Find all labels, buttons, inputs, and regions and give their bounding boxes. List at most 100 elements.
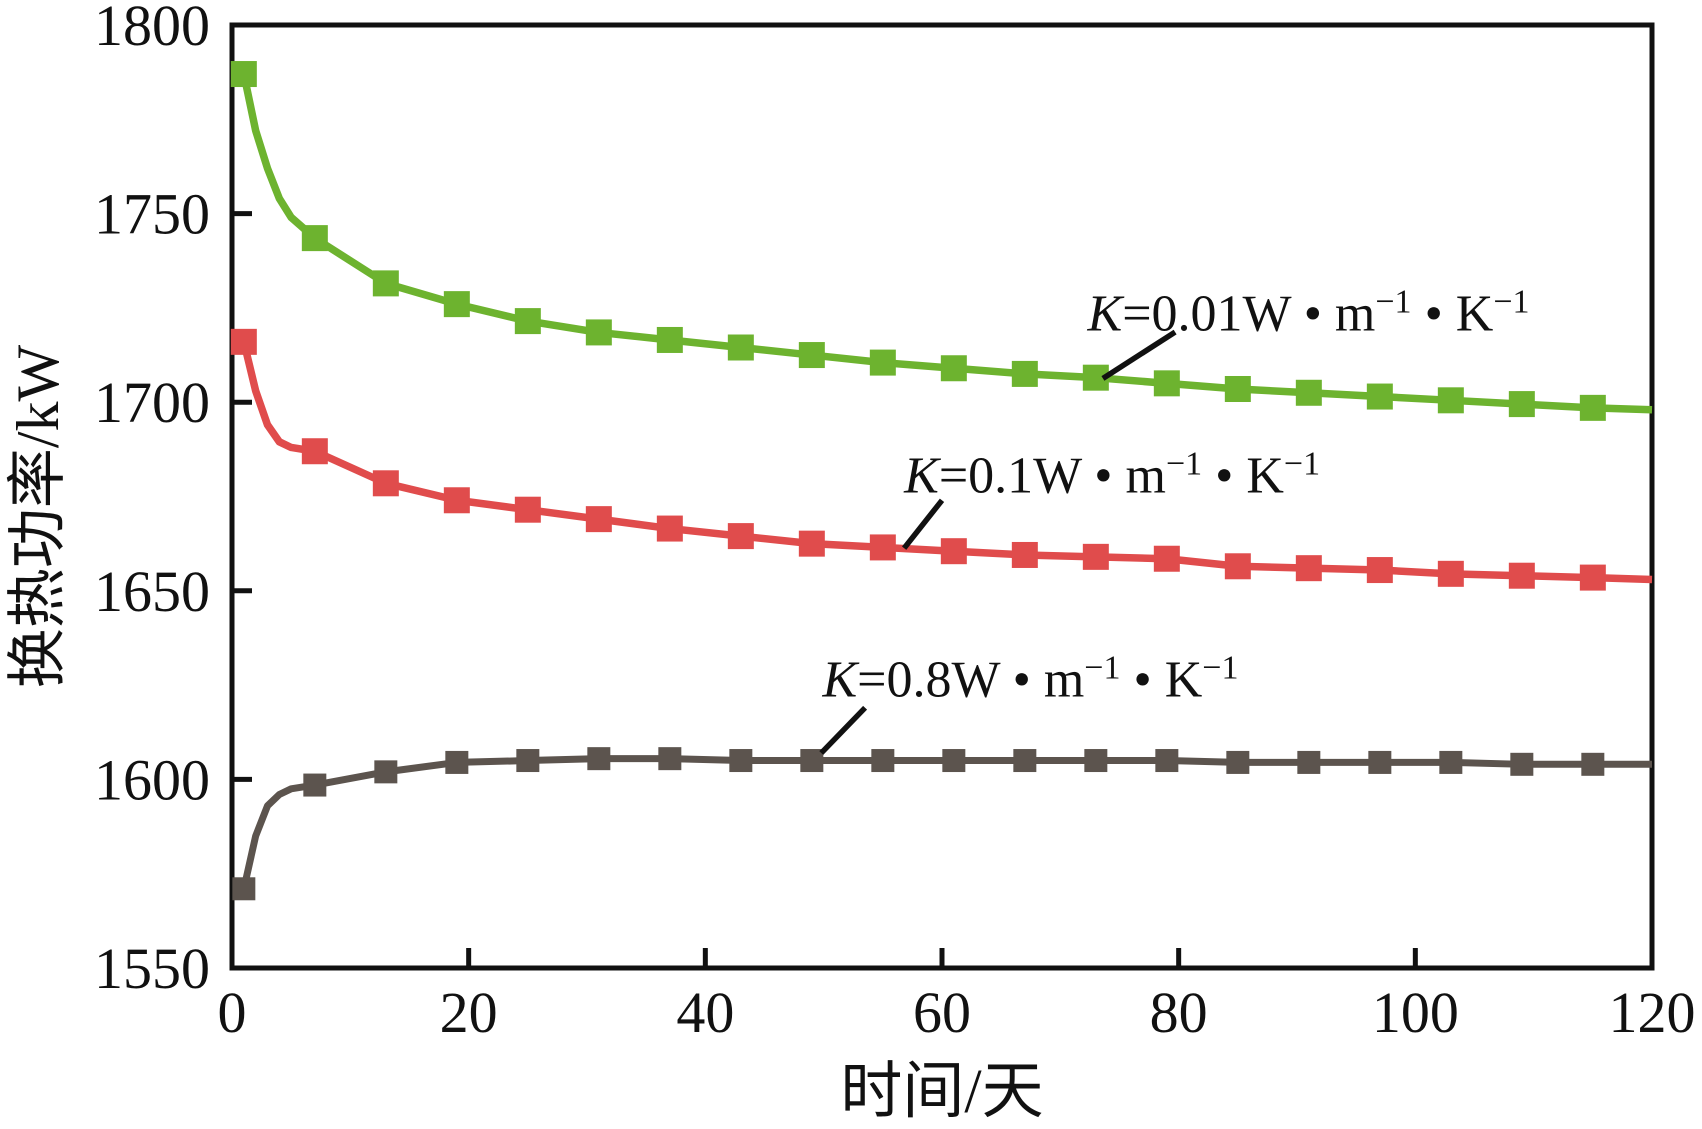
x-tick-label: 60 xyxy=(913,980,971,1045)
annotation-text-part: −1 xyxy=(1084,649,1120,686)
series-marker-k-0.8 xyxy=(1297,750,1321,774)
x-tick-label: 100 xyxy=(1372,980,1459,1045)
series-marker-k-0.01 xyxy=(1366,383,1393,410)
series-marker-k-0.01 xyxy=(1224,375,1251,402)
annotation-text-part: • xyxy=(1120,651,1164,708)
annotation-text-part: K xyxy=(1246,448,1284,505)
series-marker-k-0.01 xyxy=(656,326,683,353)
annotation-text-part: m xyxy=(1126,448,1166,505)
series-marker-k-0.8 xyxy=(1013,749,1037,773)
series-marker-k-0.01 xyxy=(1153,370,1180,397)
series-marker-k-0.8 xyxy=(232,877,256,901)
annotation-text-part: K xyxy=(1165,651,1203,708)
annotation-k-0.8: K=0.8W • m−1 • K−1 xyxy=(819,649,1238,755)
series-marker-k-0.1 xyxy=(301,438,328,465)
y-tick-label: 1550 xyxy=(94,936,210,1001)
series-k-0.8 xyxy=(232,747,1652,901)
series-marker-k-0.01 xyxy=(1437,387,1464,414)
series-marker-k-0.1 xyxy=(1508,562,1535,589)
series-marker-k-0.1 xyxy=(940,538,967,565)
x-tick-label: 80 xyxy=(1150,980,1208,1045)
series-marker-k-0.01 xyxy=(514,308,541,335)
series-marker-k-0.1 xyxy=(230,328,257,355)
annotation-text-part: K xyxy=(1456,286,1494,343)
series-marker-k-0.8 xyxy=(800,749,824,773)
series-k-0.01 xyxy=(230,61,1653,421)
series-marker-k-0.01 xyxy=(798,342,825,369)
annotation-leader-k-0.01 xyxy=(1101,329,1177,381)
annotation-text-part: m xyxy=(1044,651,1084,708)
series-marker-k-0.8 xyxy=(1155,749,1179,773)
series-marker-k-0.8 xyxy=(303,773,327,797)
x-axis-title: 时间/天 xyxy=(840,1058,1043,1126)
annotation-leader-k-0.8 xyxy=(819,705,868,755)
annotation-text-part: • xyxy=(1000,651,1044,708)
annotation-text-part: −1 xyxy=(1375,284,1411,321)
series-marker-k-0.01 xyxy=(727,334,754,361)
series-marker-k-0.01 xyxy=(230,61,257,88)
series-marker-k-0.1 xyxy=(372,470,399,497)
y-tick-label: 1800 xyxy=(94,0,210,58)
series-marker-k-0.1 xyxy=(798,530,825,557)
annotation-text-part: • xyxy=(1412,286,1456,343)
series-marker-k-0.8 xyxy=(1510,752,1534,776)
annotation-label-k-0.01: K=0.01W • m−1 • K−1 xyxy=(1087,284,1530,343)
x-tick-label: 20 xyxy=(440,980,498,1045)
annotation-text-part: • xyxy=(1081,448,1125,505)
series-marker-k-0.1 xyxy=(514,496,541,523)
y-tick-label: 1750 xyxy=(94,182,210,247)
series-marker-k-0.8 xyxy=(1439,750,1463,774)
series-marker-k-0.01 xyxy=(1011,360,1038,387)
series-marker-k-0.1 xyxy=(656,515,683,542)
series-marker-k-0.01 xyxy=(1508,391,1535,418)
annotation-text-part: =0.01W xyxy=(1122,286,1291,343)
annotation-label-k-0.8: K=0.8W • m−1 • K−1 xyxy=(821,649,1238,708)
series-marker-k-0.8 xyxy=(374,760,398,784)
series-marker-k-0.1 xyxy=(1224,553,1251,580)
x-tick-label: 0 xyxy=(218,980,247,1045)
series-marker-k-0.1 xyxy=(443,487,470,514)
annotation-text-part: • xyxy=(1202,448,1246,505)
annotation-k-0.01: K=0.01W • m−1 • K−1 xyxy=(1087,284,1530,381)
series-k-0.1 xyxy=(230,328,1653,591)
series-marker-k-0.1 xyxy=(1437,560,1464,587)
series-marker-k-0.1 xyxy=(1579,564,1606,591)
series-line-k-0.8 xyxy=(240,755,1652,890)
series-marker-k-0.8 xyxy=(1084,749,1108,773)
annotation-label-k-0.1: K=0.1W • m−1 • K−1 xyxy=(903,446,1320,505)
annotation-k-0.1: K=0.1W • m−1 • K−1 xyxy=(901,446,1320,550)
y-tick-label: 1650 xyxy=(94,559,210,624)
annotation-text-part: −1 xyxy=(1493,284,1529,321)
series-marker-k-0.01 xyxy=(869,349,896,376)
series-marker-k-0.01 xyxy=(301,225,328,252)
series-marker-k-0.1 xyxy=(1366,557,1393,584)
series-marker-k-0.8 xyxy=(658,747,682,771)
series-marker-k-0.1 xyxy=(1011,541,1038,568)
series-marker-k-0.01 xyxy=(1579,394,1606,421)
series-marker-k-0.1 xyxy=(727,523,754,550)
y-axis-title: 换热功率/kW xyxy=(5,344,71,688)
annotation-text-part: −1 xyxy=(1202,649,1238,686)
series-marker-k-0.8 xyxy=(942,749,966,773)
series-marker-k-0.01 xyxy=(372,270,399,297)
series-marker-k-0.01 xyxy=(585,319,612,346)
series-marker-k-0.1 xyxy=(1295,555,1322,582)
annotation-text-part: −1 xyxy=(1166,446,1202,483)
annotation-text-part: K xyxy=(903,448,941,505)
annotation-text-part: =0.1W xyxy=(939,448,1082,505)
series-marker-k-0.8 xyxy=(445,750,469,774)
annotation-text-part: K xyxy=(1087,286,1125,343)
y-tick-label: 1700 xyxy=(94,370,210,435)
y-tick-label: 1600 xyxy=(94,747,210,812)
x-tick-label: 120 xyxy=(1609,980,1696,1045)
series-marker-k-0.01 xyxy=(940,355,967,382)
series-marker-k-0.8 xyxy=(871,749,895,773)
annotation-leader-k-0.1 xyxy=(901,498,945,550)
axes-group: 0 20 40 60 80 100 120 1550 1600 1650 1700 1750 1800 时… xyxy=(5,0,1696,1126)
series-marker-k-0.8 xyxy=(1581,752,1605,776)
series-marker-k-0.1 xyxy=(869,534,896,561)
series-marker-k-0.8 xyxy=(1226,750,1250,774)
series-marker-k-0.8 xyxy=(587,747,611,771)
